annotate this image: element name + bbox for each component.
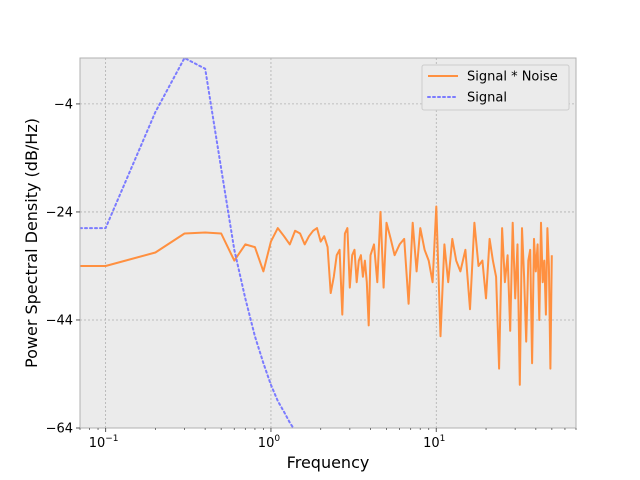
plot-background (80, 58, 576, 428)
y-axis-label: Power Spectral Density (dB/Hz) (22, 118, 41, 368)
x-tick-label: 10−1 (89, 434, 119, 451)
series-layer (80, 58, 553, 428)
series-line-signal-noise (80, 205, 553, 386)
legend-label: Signal (467, 91, 507, 106)
x-tick-label: 100 (258, 434, 281, 451)
legend-entries: Signal * Noise Signal (427, 70, 558, 106)
y-axis-ticks: −4 −24 −44 −64 (46, 97, 80, 437)
x-axis-ticks: 10−1 100 101 (79, 428, 577, 451)
legend-label: Signal * Noise (467, 70, 558, 85)
x-axis-label: Frequency (287, 453, 370, 472)
plot-frame (79, 57, 577, 429)
y-tick-label: −4 (54, 97, 73, 112)
legend-box (421, 64, 570, 111)
x-tick-label: 101 (423, 434, 445, 451)
legend: Signal * Noise Signal (421, 64, 570, 111)
y-tick-label: −44 (46, 313, 73, 328)
y-tick-label: −64 (46, 422, 73, 437)
series-line-signal (80, 58, 295, 428)
y-tick-label: −24 (46, 205, 73, 220)
